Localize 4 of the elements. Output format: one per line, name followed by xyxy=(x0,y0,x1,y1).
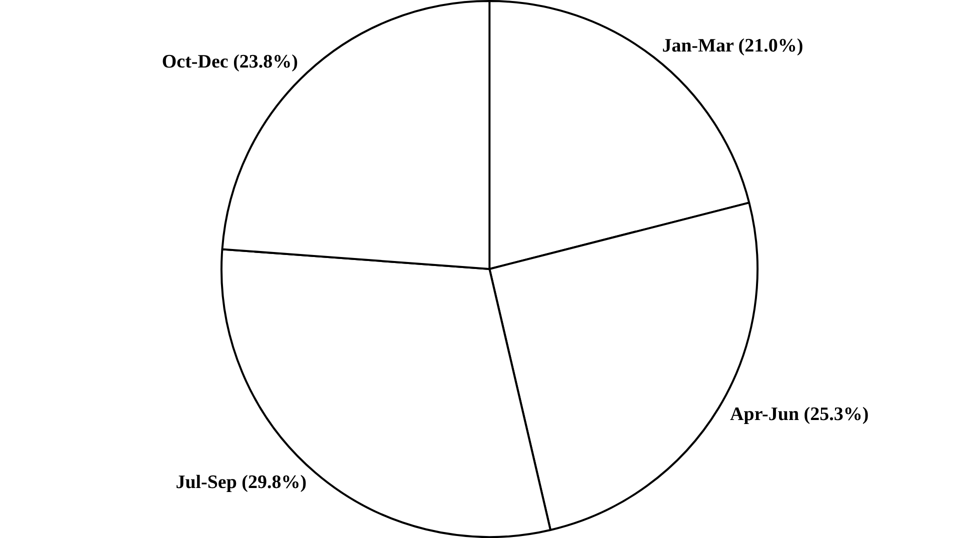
slice-label: Jan-Mar (21.0%) xyxy=(662,36,804,57)
slice-label: Oct-Dec (23.8%) xyxy=(162,52,298,73)
slice-label: Apr-Jun (25.3%) xyxy=(730,404,869,425)
slice-label: Jul-Sep (29.8%) xyxy=(176,472,307,493)
